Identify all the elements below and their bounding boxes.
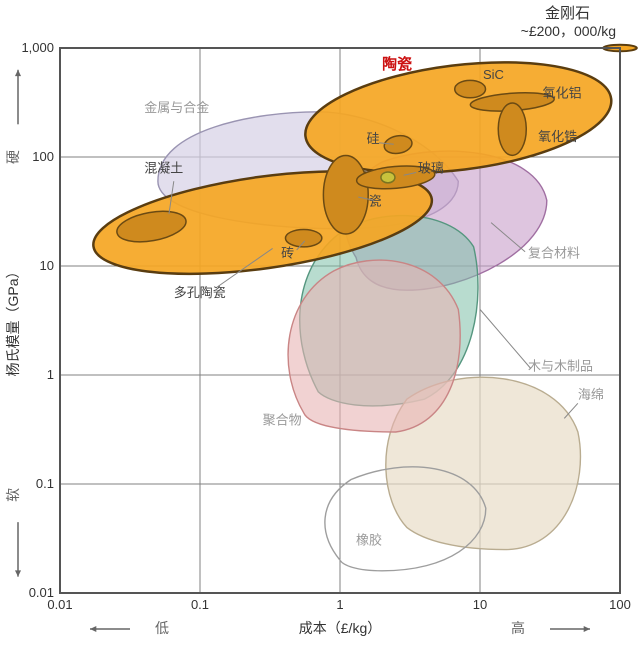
label-brick: 砖	[281, 245, 294, 260]
y-axis-title: 杨氏模量（GPa）	[5, 264, 21, 376]
label-metals: 金属与合金	[144, 100, 209, 115]
ashby-chart: 金属与合金复合材料木与木制品海绵聚合物橡胶 混凝土砖 瓷 玻璃 硅 SiC 氧化铝氧化锆多孔…	[0, 0, 640, 651]
label-concrete: 混凝土	[144, 161, 183, 176]
label-woods: 木与木制品	[528, 358, 593, 373]
label-si: 硅	[367, 131, 380, 146]
label-porcelain: 瓷	[369, 193, 382, 208]
extra-label-0: 多孔陶瓷	[174, 285, 226, 300]
y-tick: 0.1	[36, 476, 54, 491]
x-axis-title: 成本（£/kg）	[299, 620, 381, 636]
x-tick: 10	[473, 597, 487, 612]
label-glass: 玻璃	[418, 161, 444, 176]
x-tick: 1	[336, 597, 343, 612]
label-composites: 复合材料	[528, 245, 580, 260]
diamond-title: 金刚石	[545, 5, 590, 22]
x-tick: 0.1	[191, 597, 209, 612]
marker-sic	[455, 80, 486, 97]
label-sic: SiC	[483, 67, 504, 82]
label-high: 高	[511, 620, 525, 636]
y-tick: 10	[40, 258, 54, 273]
label-polymers: 聚合物	[263, 413, 302, 428]
arrow-soft-head	[15, 570, 21, 576]
arrow-high-head	[584, 626, 590, 632]
marker-glass_dot	[381, 172, 395, 183]
marker-zro2	[498, 103, 526, 155]
x-tick: 100	[609, 597, 631, 612]
label-sponge: 海绵	[578, 387, 604, 402]
label-al2o3: 氧化铝	[543, 86, 582, 101]
label-low: 低	[155, 620, 169, 636]
y-tick: 1,000	[21, 40, 54, 55]
marker-brick	[285, 229, 321, 246]
label-soft: 软	[5, 488, 21, 502]
label-rubber: 橡胶	[356, 532, 382, 547]
y-tick: 100	[32, 149, 54, 164]
y-tick: 0.01	[29, 585, 54, 600]
extra-label-1: 陶瓷	[382, 55, 412, 73]
blob-polymers	[288, 260, 460, 432]
arrow-low-head	[90, 626, 96, 632]
diamond-sub: ~£200，000/kg	[521, 23, 616, 39]
marker-porcelain	[323, 156, 368, 234]
y-tick: 1	[47, 367, 54, 382]
arrow-hard-head	[15, 70, 21, 76]
label-zro2: 氧化锆	[538, 129, 577, 144]
label-hard: 硬	[5, 150, 21, 164]
